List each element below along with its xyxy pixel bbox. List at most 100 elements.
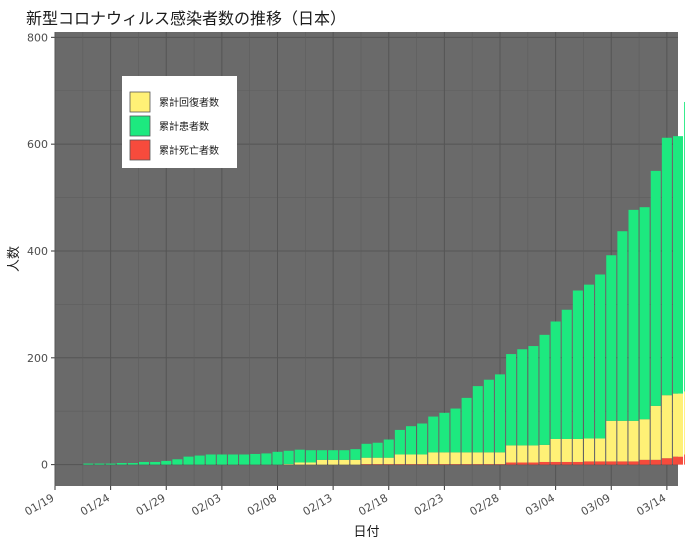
x-tick-label: 03/14 bbox=[634, 491, 668, 518]
bar-patients bbox=[316, 450, 328, 460]
bar-recovered bbox=[517, 445, 528, 463]
bar-patients bbox=[361, 443, 372, 458]
legend-label: 累計回復者数 bbox=[159, 96, 219, 109]
bar-patients bbox=[428, 416, 439, 453]
bar-recovered bbox=[394, 454, 405, 465]
bar-recovered bbox=[294, 462, 305, 465]
bar-patients bbox=[494, 374, 506, 453]
bar-deaths bbox=[528, 462, 539, 465]
bar-patients bbox=[294, 449, 305, 463]
bar-recovered bbox=[350, 459, 361, 465]
bar-patients bbox=[617, 231, 628, 421]
bar-deaths bbox=[539, 461, 550, 465]
bar-recovered bbox=[606, 420, 617, 462]
bar-deaths bbox=[517, 462, 528, 465]
bar-recovered bbox=[339, 459, 350, 465]
bar-recovered bbox=[361, 457, 372, 465]
bar-deaths bbox=[428, 464, 439, 465]
bar-recovered bbox=[528, 445, 539, 463]
bar-deaths bbox=[472, 464, 483, 465]
bar-patients bbox=[517, 349, 528, 446]
x-tick-label: 03/04 bbox=[523, 491, 557, 518]
bar-patients bbox=[216, 454, 227, 465]
bar-patients bbox=[350, 449, 361, 460]
bar-patients bbox=[239, 454, 250, 465]
bar-patients bbox=[639, 207, 650, 420]
bar-patients bbox=[583, 284, 595, 439]
bar-patients bbox=[205, 454, 216, 465]
x-tick-label: 03/09 bbox=[579, 491, 613, 518]
bar-patients bbox=[150, 461, 161, 465]
bar-recovered bbox=[639, 419, 650, 460]
bar-patients bbox=[394, 429, 405, 455]
bar-patients bbox=[161, 460, 172, 465]
x-tick-label: 01/19 bbox=[23, 491, 57, 518]
bar-deaths bbox=[595, 461, 606, 465]
bar-deaths bbox=[494, 464, 506, 465]
bar-patients bbox=[606, 255, 617, 421]
chart-title: 新型コロナウィルス感染者数の推移（日本） bbox=[26, 9, 347, 28]
bar-patients bbox=[83, 463, 94, 465]
bar-deaths bbox=[483, 464, 494, 465]
x-tick-label: 01/24 bbox=[78, 491, 112, 518]
bar-recovered bbox=[405, 454, 417, 465]
bar-patients bbox=[472, 386, 483, 453]
y-tick-label: 400 bbox=[27, 245, 48, 258]
bar-recovered bbox=[595, 438, 606, 462]
bar-recovered bbox=[428, 452, 439, 465]
bar-patients bbox=[417, 423, 428, 455]
bar-recovered bbox=[583, 438, 595, 462]
y-axis-title: 人数 bbox=[7, 246, 22, 272]
legend-swatch bbox=[129, 115, 151, 137]
bar-patients bbox=[172, 459, 183, 465]
bar-deaths bbox=[461, 464, 472, 465]
bar-deaths bbox=[628, 461, 639, 465]
bar-deaths bbox=[617, 461, 628, 465]
legend-label: 累計患者数 bbox=[159, 120, 209, 133]
bar-deaths bbox=[550, 461, 561, 465]
bar-patients bbox=[550, 321, 561, 439]
bar-patients bbox=[483, 379, 494, 453]
bar-patients bbox=[672, 136, 684, 394]
bar-patients bbox=[272, 451, 283, 465]
x-tick-label: 02/23 bbox=[412, 491, 446, 518]
x-axis-title: 日付 bbox=[353, 525, 379, 540]
bar-patients bbox=[283, 450, 294, 465]
bar-deaths bbox=[506, 462, 517, 465]
bar-patients bbox=[339, 450, 350, 460]
bar-recovered bbox=[494, 452, 506, 465]
legend-swatch bbox=[129, 139, 151, 161]
bar-patients bbox=[94, 463, 105, 465]
bar-patients bbox=[405, 426, 417, 455]
bar-deaths bbox=[439, 464, 450, 465]
bar-patients bbox=[328, 450, 339, 460]
bar-recovered bbox=[450, 452, 461, 465]
bar-patients bbox=[305, 450, 316, 463]
bar-deaths bbox=[405, 464, 417, 465]
bar-patients bbox=[595, 274, 606, 439]
bar-recovered bbox=[572, 438, 583, 462]
bar-recovered bbox=[305, 462, 316, 465]
bar-recovered bbox=[328, 459, 339, 465]
bar-recovered bbox=[283, 464, 294, 465]
y-tick-label: 200 bbox=[27, 352, 48, 365]
x-tick-label: 02/18 bbox=[356, 491, 390, 518]
bar-patients bbox=[183, 456, 194, 465]
bar-recovered bbox=[383, 457, 394, 465]
bar-patients bbox=[372, 442, 383, 458]
x-tick-label: 02/28 bbox=[468, 491, 502, 518]
bar-deaths bbox=[672, 456, 684, 465]
bar-deaths bbox=[639, 459, 650, 465]
bar-patients bbox=[138, 461, 150, 465]
y-tick-label: 800 bbox=[27, 31, 48, 44]
bar-patients bbox=[661, 137, 672, 396]
legend-label: 累計死亡者数 bbox=[159, 144, 219, 157]
bar-recovered bbox=[650, 405, 661, 460]
bar-patients bbox=[439, 412, 450, 453]
legend-swatch bbox=[129, 91, 151, 113]
bar-deaths bbox=[372, 464, 383, 465]
bar-patients bbox=[105, 463, 116, 465]
x-tick-label: 02/13 bbox=[301, 491, 335, 518]
bar-recovered bbox=[550, 438, 561, 462]
